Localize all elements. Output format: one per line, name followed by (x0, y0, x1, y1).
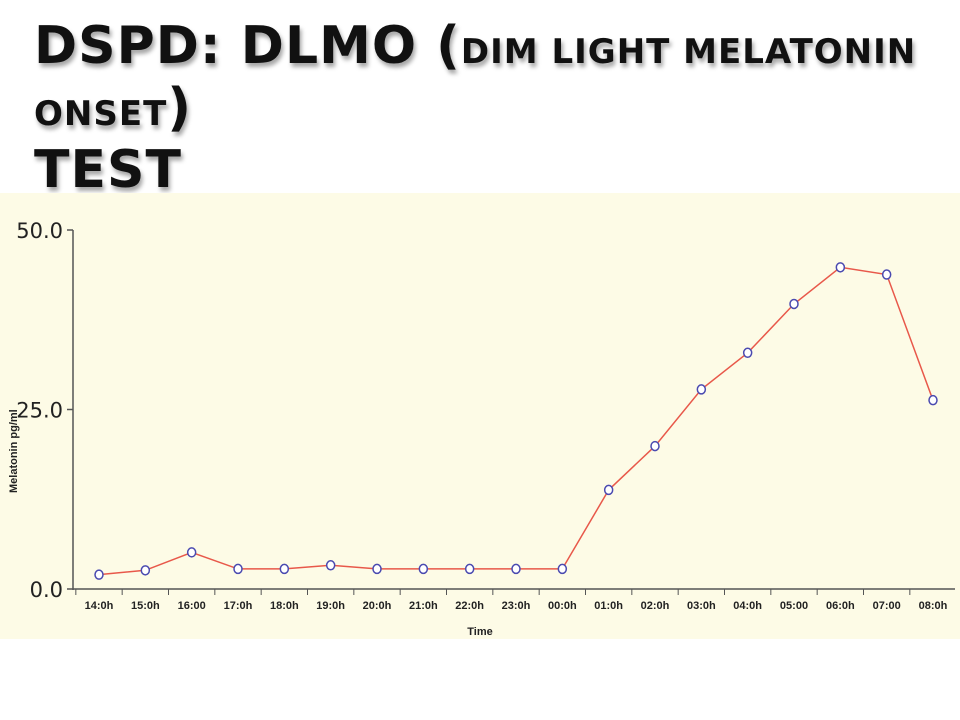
data-point (650, 440, 660, 452)
slide-title: DSPD: DLMO (DIM LIGHT MELATONIN ONSET) T… (34, 18, 934, 198)
data-point (696, 384, 707, 395)
data-point (233, 563, 243, 575)
data-point (140, 565, 151, 576)
x-axis-title: Time (467, 626, 492, 638)
title-line-1: DSPD: DLMO (DIM LIGHT MELATONIN ONSET) (34, 18, 934, 142)
x-tick-label: 18:0h (270, 600, 299, 612)
data-point (835, 262, 846, 273)
x-tick-label: 03:0h (687, 600, 716, 612)
x-tick-label: 07:00 (873, 600, 901, 612)
x-tick-labels: 14:0h 15:0h 16:00 17:0h 18:0h 19:0h 20:0h 21:0h… (85, 600, 948, 612)
title-line-2: TEST (34, 140, 182, 200)
data-point (557, 563, 568, 575)
chart-panel: 0.0 25.0 50.0 14:0h 15:0h 16:00 17:0h 18:0h 19:… (0, 193, 960, 639)
x-tick-label: 15:0h (131, 600, 160, 612)
x-tick-label: 19:0h (316, 600, 345, 612)
chart-axes (67, 229, 955, 595)
x-tick-label: 06:0h (826, 600, 855, 612)
data-point (603, 484, 614, 496)
series-line (98, 266, 934, 576)
data-point (186, 547, 197, 558)
x-tick-label: 05:00 (780, 600, 808, 612)
x-tick-label: 08:0h (919, 600, 948, 612)
x-tick-label: 21:0h (409, 600, 438, 612)
data-point (464, 563, 475, 575)
title-main: DSPD: DLMO ( (34, 16, 461, 76)
x-tick-label: 00:0h (548, 600, 577, 612)
x-tick-label: 23:0h (502, 600, 531, 612)
x-tick-label: 14:0h (85, 600, 114, 612)
melatonin-line-chart: 0.0 25.0 50.0 14:0h 15:0h 16:00 17:0h 18:0h 19:… (8, 219, 955, 638)
title-small: DIM LIGHT MELATONIN ONSET (34, 32, 917, 134)
x-tick-label: 01:0h (594, 600, 623, 612)
data-point (418, 563, 429, 575)
x-tick-label: 22:0h (455, 600, 484, 612)
data-point (928, 394, 938, 406)
data-point (742, 347, 753, 359)
data-point (279, 563, 290, 575)
x-tick-label: 02:0h (641, 600, 670, 612)
y-tick-label: 50.0 (16, 219, 63, 243)
data-point (511, 563, 521, 575)
data-point (325, 560, 336, 571)
data-point (94, 569, 104, 580)
title-close: ) (167, 78, 193, 138)
y-tick-labels: 0.0 25.0 50.0 (16, 219, 63, 602)
data-points (94, 262, 938, 580)
x-tick-label: 16:00 (178, 600, 206, 612)
data-point (372, 563, 382, 575)
y-axis-title: Melatonin pg/ml (8, 409, 20, 493)
data-point (789, 298, 799, 310)
y-tick-label: 25.0 (16, 399, 63, 423)
x-tick-label: 04:0h (733, 600, 762, 612)
y-tick-label: 0.0 (30, 578, 63, 602)
x-tick-label: 17:0h (224, 600, 253, 612)
x-tick-label: 20:0h (363, 600, 392, 612)
data-point (881, 269, 892, 280)
